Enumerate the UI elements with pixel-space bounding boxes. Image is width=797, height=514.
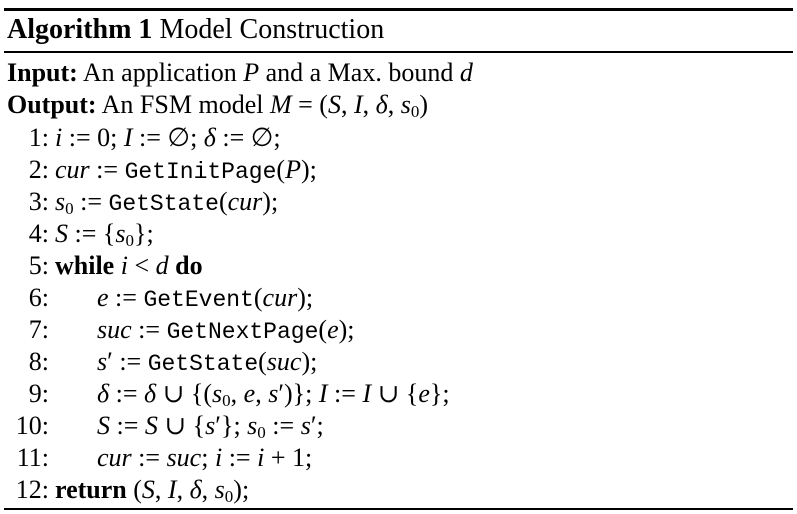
line-body: i := 0; I := ∅; δ := ∅; xyxy=(55,123,281,152)
line-body: s′ := GetState(suc); xyxy=(97,347,318,377)
line-number: 4: xyxy=(28,219,49,248)
line-body: return (S, I, δ, s0); xyxy=(55,475,250,506)
line-number: 1: xyxy=(28,123,49,152)
line-body: δ := δ ∪ {(s0, e, s′)}; I := I ∪ {e}; xyxy=(97,379,450,410)
algo-line-6: 6: e := GetEvent(cur); xyxy=(7,283,313,315)
line-number: 5: xyxy=(28,251,49,280)
input-line: Input: An application P and a Max. bound… xyxy=(7,58,473,88)
algo-line-8: 8: s′ := GetState(suc); xyxy=(7,347,318,379)
bottom-rule xyxy=(4,508,793,510)
line-body: suc := GetNextPage(e); xyxy=(97,315,355,345)
output-line: Output: An FSM model M = (S, I, δ, s0) xyxy=(7,90,428,120)
line-number: 6: xyxy=(28,283,49,312)
algorithm-title: Algorithm 1 Model Construction xyxy=(7,13,384,47)
algo-line-11: 11: cur := suc; i := i + 1; xyxy=(7,443,312,473)
algorithm-name: Model Construction xyxy=(159,14,385,45)
line-number: 8: xyxy=(28,347,49,376)
algo-line-3: 3: s0 := GetState(cur); xyxy=(7,187,278,219)
output-text: An FSM model M = (S, I, δ, s0) xyxy=(101,90,429,121)
line-number: 2: xyxy=(28,155,49,184)
line-number: 7: xyxy=(28,315,49,344)
line-body: S := {s0}; xyxy=(55,219,154,250)
algorithm-label: Algorithm 1 xyxy=(7,14,153,45)
algo-line-1: 1: i := 0; I := ∅; δ := ∅; xyxy=(7,123,281,153)
output-label: Output: xyxy=(7,90,97,119)
line-body: s0 := GetState(cur); xyxy=(55,187,279,218)
line-body: cur := suc; i := i + 1; xyxy=(97,443,313,472)
input-label: Input: xyxy=(7,58,78,87)
line-number: 11: xyxy=(16,443,49,472)
algo-line-7: 7: suc := GetNextPage(e); xyxy=(7,315,355,347)
algo-line-4: 4: S := {s0}; xyxy=(7,219,154,249)
algo-line-12: 12: return (S, I, δ, s0); xyxy=(7,475,249,505)
line-number: 9: xyxy=(28,379,49,408)
top-rule xyxy=(4,8,793,11)
line-body: while i < d do xyxy=(55,251,203,280)
input-text: An application P and a Max. bound d xyxy=(82,58,473,87)
line-number: 3: xyxy=(28,187,49,216)
line-body: cur := GetInitPage(P); xyxy=(55,155,317,185)
line-number: 10: xyxy=(15,411,49,440)
algo-line-9: 9: δ := δ ∪ {(s0, e, s′)}; I := I ∪ {e}; xyxy=(7,379,450,409)
line-body: e := GetEvent(cur); xyxy=(97,283,314,313)
algo-line-10: 10: S := S ∪ {s′}; s0 := s′; xyxy=(7,411,324,441)
line-number: 12: xyxy=(15,475,49,504)
title-rule xyxy=(4,51,793,53)
line-body: S := S ∪ {s′}; s0 := s′; xyxy=(97,411,324,442)
algo-line-5: 5: while i < d do xyxy=(7,251,203,281)
algo-line-2: 2: cur := GetInitPage(P); xyxy=(7,155,317,187)
